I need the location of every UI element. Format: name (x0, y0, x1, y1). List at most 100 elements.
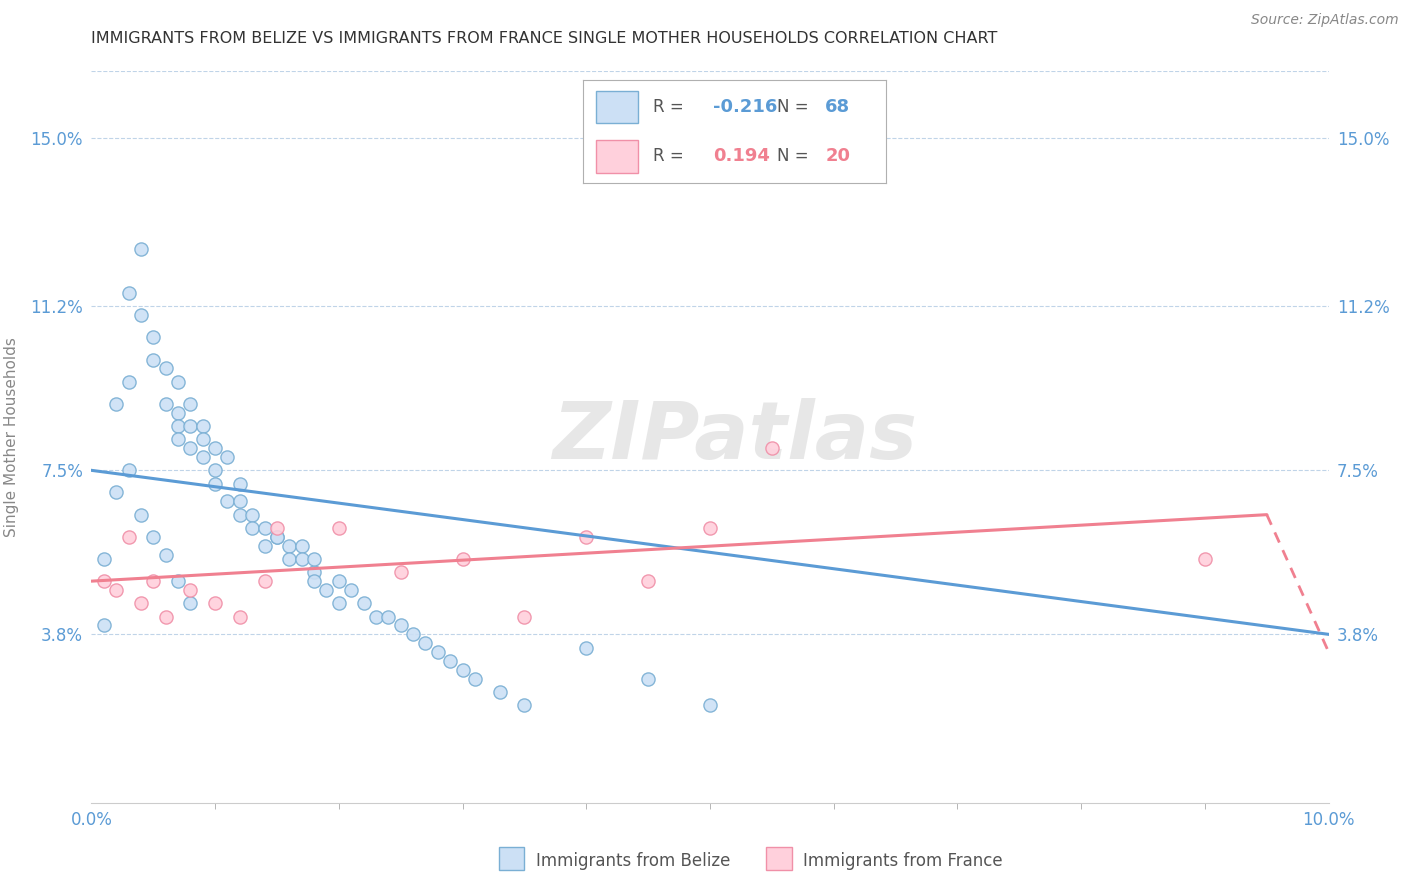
Point (142, 330, 165, 344)
Point (253, 521, 276, 535)
Point (328, 574, 350, 589)
Point (302, 574, 325, 589)
Text: R =: R = (652, 147, 689, 165)
Point (377, 609, 399, 624)
Point (204, 476, 226, 491)
Point (155, 609, 177, 624)
Point (179, 441, 201, 455)
Point (129, 596, 152, 610)
Text: Immigrants from France: Immigrants from France (803, 852, 1002, 870)
Text: Immigrants from Belize: Immigrants from Belize (536, 852, 730, 870)
Point (328, 521, 350, 535)
Point (191, 419, 214, 434)
Point (575, 640, 598, 655)
Point (278, 539, 301, 553)
Point (761, 441, 783, 455)
Point (328, 596, 350, 610)
Point (217, 494, 239, 508)
Point (167, 406, 190, 420)
Point (266, 530, 288, 544)
Point (302, 566, 325, 580)
Text: 20: 20 (825, 147, 851, 165)
Point (699, 521, 721, 535)
Point (637, 574, 659, 589)
Point (167, 574, 190, 589)
Point (93, 552, 115, 566)
Point (155, 548, 177, 562)
Point (142, 530, 165, 544)
Point (240, 521, 263, 535)
Text: N =: N = (778, 147, 814, 165)
Point (266, 521, 288, 535)
Point (167, 375, 190, 389)
Text: 0.194: 0.194 (713, 147, 770, 165)
Point (191, 432, 214, 446)
Text: ZIPatlas: ZIPatlas (553, 398, 917, 476)
Point (439, 654, 461, 668)
Point (129, 508, 152, 522)
Point (191, 450, 214, 464)
Point (315, 582, 337, 597)
Point (389, 618, 412, 632)
Point (204, 463, 226, 477)
Point (142, 574, 165, 589)
Point (129, 242, 152, 256)
Point (451, 552, 474, 566)
FancyBboxPatch shape (596, 140, 638, 173)
Point (93, 618, 115, 632)
Point (229, 609, 252, 624)
Point (142, 352, 165, 367)
Point (415, 636, 437, 650)
Text: -0.216: -0.216 (713, 98, 778, 116)
Text: R =: R = (652, 98, 689, 116)
Point (340, 582, 363, 597)
Point (229, 508, 252, 522)
Point (117, 463, 139, 477)
Text: IMMIGRANTS FROM BELIZE VS IMMIGRANTS FROM FRANCE SINGLE MOTHER HOUSEHOLDS CORREL: IMMIGRANTS FROM BELIZE VS IMMIGRANTS FRO… (91, 31, 998, 46)
Point (217, 450, 239, 464)
Point (105, 397, 128, 411)
Point (240, 508, 263, 522)
Point (637, 672, 659, 686)
Point (105, 582, 128, 597)
Text: Source: ZipAtlas.com: Source: ZipAtlas.com (1251, 13, 1399, 28)
Point (291, 552, 314, 566)
Point (266, 530, 288, 544)
Point (575, 530, 598, 544)
Point (93, 574, 115, 589)
Y-axis label: Single Mother Households: Single Mother Households (4, 337, 20, 537)
Point (278, 552, 301, 566)
Point (302, 552, 325, 566)
Point (699, 698, 721, 713)
Point (179, 596, 201, 610)
Point (117, 530, 139, 544)
Point (402, 627, 425, 641)
Point (117, 375, 139, 389)
FancyBboxPatch shape (596, 91, 638, 123)
Point (167, 432, 190, 446)
Point (253, 574, 276, 589)
Point (204, 441, 226, 455)
Point (105, 485, 128, 500)
Text: N =: N = (778, 98, 814, 116)
Point (488, 685, 510, 699)
Point (229, 476, 252, 491)
Point (229, 494, 252, 508)
Point (513, 609, 536, 624)
Point (451, 663, 474, 677)
Point (179, 419, 201, 434)
Point (179, 397, 201, 411)
Point (117, 285, 139, 300)
Point (179, 582, 201, 597)
Point (253, 539, 276, 553)
Point (155, 397, 177, 411)
Point (464, 672, 486, 686)
Point (1194, 552, 1216, 566)
Point (426, 645, 449, 659)
Point (155, 361, 177, 376)
Point (204, 596, 226, 610)
Point (291, 539, 314, 553)
Point (513, 698, 536, 713)
Point (364, 609, 387, 624)
Point (353, 596, 375, 610)
